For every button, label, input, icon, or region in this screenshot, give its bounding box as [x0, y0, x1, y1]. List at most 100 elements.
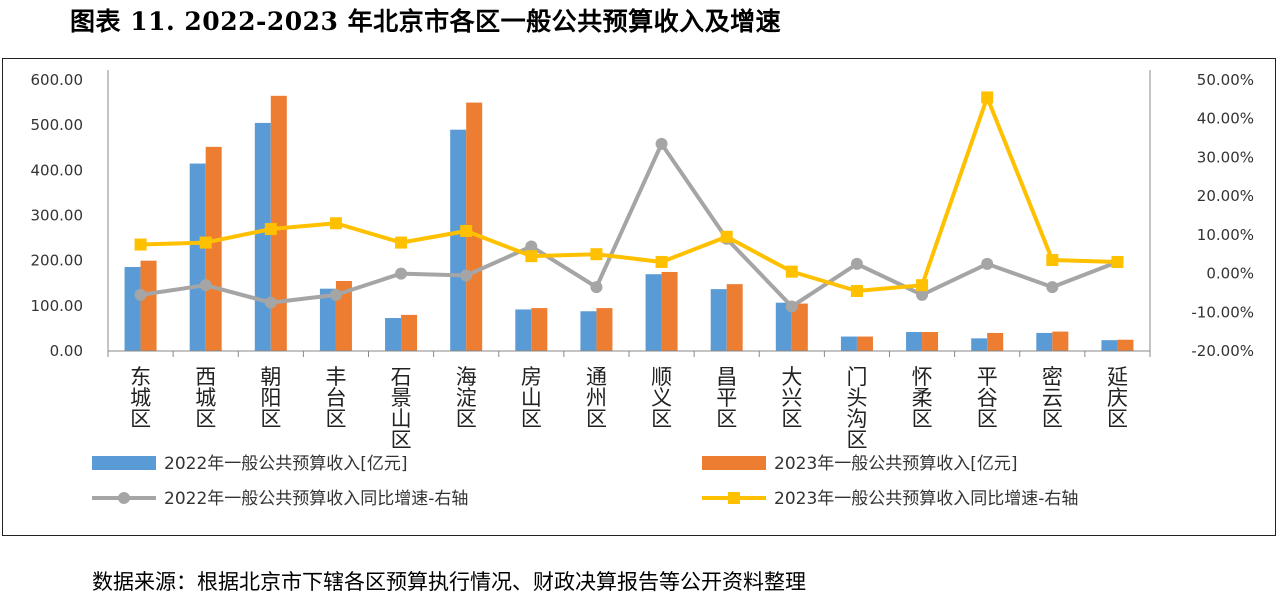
marker-2023: [850, 284, 863, 297]
bars: [124, 95, 1134, 352]
category-label: 平谷区: [977, 365, 998, 431]
bar-2022: [1036, 332, 1053, 351]
source-note: 数据来源：根据北京市下辖各区预算执行情况、财政决算报告等公开资料整理: [92, 570, 806, 594]
marker-2022: [525, 240, 538, 253]
line-2022: [140, 141, 1119, 309]
marker-2022: [590, 281, 603, 294]
legend-marker: [118, 492, 130, 504]
legend-marker: [728, 492, 740, 504]
combo-chart: 0.00 100.00 200.00 300.00 400.00 500.00 600.00…: [31, 70, 1254, 509]
category-label: 门头沟区: [846, 365, 867, 452]
marker-2022: [981, 257, 994, 270]
category-label: 顺义区: [651, 365, 672, 431]
left-tick-label: 200.00: [31, 252, 84, 270]
bar-2022: [515, 309, 532, 351]
bar-2022: [189, 163, 206, 351]
category-label: 大兴区: [781, 365, 802, 431]
legend-label: 2022年一般公共预算收入同比增速-右轴: [164, 489, 468, 509]
left-tick-label: 100.00: [31, 297, 84, 315]
category-label: 怀柔区: [912, 365, 933, 431]
chart-title: 图表 11. 2022-2023 年北京市各区一般公共预算收入及增速: [70, 7, 782, 36]
left-tick-label: 600.00: [31, 71, 84, 89]
bar-2023: [140, 260, 157, 351]
category-label: 房山区: [521, 365, 542, 431]
marker-2023: [199, 236, 212, 249]
marker-2022: [134, 288, 147, 301]
bar-2022: [450, 129, 467, 351]
bar-2022: [971, 338, 988, 351]
marker-2022: [785, 300, 798, 313]
marker-2023: [655, 255, 668, 268]
legend-swatch: [702, 456, 766, 470]
bar-2023: [270, 95, 287, 351]
legend: 2022年一般公共预算收入[亿元] 2023年一般公共预算收入[亿元] 2022年一…: [92, 454, 1078, 509]
marker-2022: [329, 288, 342, 301]
bar-2022: [319, 288, 336, 351]
marker-2023: [590, 248, 603, 261]
left-axis-ticks: 0.00 100.00 200.00 300.00 400.00 500.00 600.00: [31, 71, 84, 360]
line-2023: [140, 95, 1118, 293]
category-label: 通州区: [586, 365, 607, 431]
left-tick-label: 0.00: [50, 342, 83, 360]
right-axis-ticks: -20.00% -10.00% 0.00% 10.00% 20.00% 30.00% 40.…: [1191, 71, 1254, 360]
left-tick-label: 500.00: [31, 116, 84, 134]
marker-2022: [395, 267, 408, 280]
marker-2023: [785, 265, 798, 278]
marker-2023: [460, 224, 473, 237]
axes: [107, 70, 1151, 357]
marker-2023: [720, 230, 733, 243]
category-label: 丰台区: [325, 365, 346, 431]
bar-2023: [531, 308, 548, 351]
bar-2023: [596, 308, 613, 351]
bar-2023: [922, 332, 939, 351]
bar-2022: [124, 266, 141, 351]
bar-2023: [466, 102, 483, 351]
right-tick-label: 40.00%: [1197, 110, 1254, 128]
right-tick-label: -10.00%: [1191, 303, 1254, 321]
marker-2023: [1046, 254, 1059, 267]
bar-2022: [906, 332, 923, 351]
bar-2023: [661, 271, 678, 351]
bar-2023: [856, 336, 873, 351]
category-label: 密云区: [1042, 365, 1063, 431]
legend-swatch: [92, 456, 156, 470]
left-tick-label: 300.00: [31, 207, 84, 225]
right-tick-label: 20.00%: [1197, 187, 1254, 205]
marker-2022: [460, 269, 473, 282]
bar-2023: [726, 284, 743, 351]
marker-2023: [134, 238, 147, 251]
right-tick-label: 50.00%: [1197, 71, 1254, 89]
marker-2022: [916, 288, 929, 301]
bar-2022: [1101, 340, 1118, 351]
left-tick-label: 400.00: [31, 161, 84, 179]
marker-2022: [264, 296, 277, 309]
marker-2022: [850, 257, 863, 270]
bar-2022: [775, 302, 792, 351]
right-tick-label: 30.00%: [1197, 148, 1254, 166]
marker-2022: [655, 137, 668, 150]
bar-2023: [987, 332, 1004, 351]
bar-2023: [791, 303, 808, 351]
marker-2023: [1111, 255, 1124, 268]
marker-2023: [525, 250, 538, 263]
category-label: 海淀区: [456, 365, 477, 431]
marker-2023: [981, 91, 994, 104]
category-label: 石景山区: [391, 365, 412, 452]
bar-2023: [1117, 339, 1134, 351]
category-labels: 东城区 西城区 朝阳区 丰台区 石景山区 海淀区 房山区 通州区 顺义区 昌平区 大兴区 门头沟区 怀柔…: [130, 365, 1128, 452]
bar-2022: [254, 122, 271, 352]
category-label: 西城区: [195, 365, 216, 431]
legend-label: 2023年一般公共预算收入同比增速-右轴: [774, 489, 1078, 509]
right-tick-label: 10.00%: [1197, 226, 1254, 244]
marker-2023: [264, 223, 277, 236]
marker-2023: [395, 236, 408, 249]
bar-2022: [645, 274, 662, 351]
legend-label: 2023年一般公共预算收入[亿元]: [774, 454, 1018, 474]
right-tick-label: -20.00%: [1191, 342, 1254, 360]
bar-2023: [205, 146, 222, 351]
right-tick-label: 0.00%: [1206, 265, 1254, 283]
bar-2022: [840, 336, 857, 351]
bar-2022: [710, 289, 727, 351]
marker-2023: [329, 217, 342, 230]
bar-2023: [1052, 331, 1069, 351]
